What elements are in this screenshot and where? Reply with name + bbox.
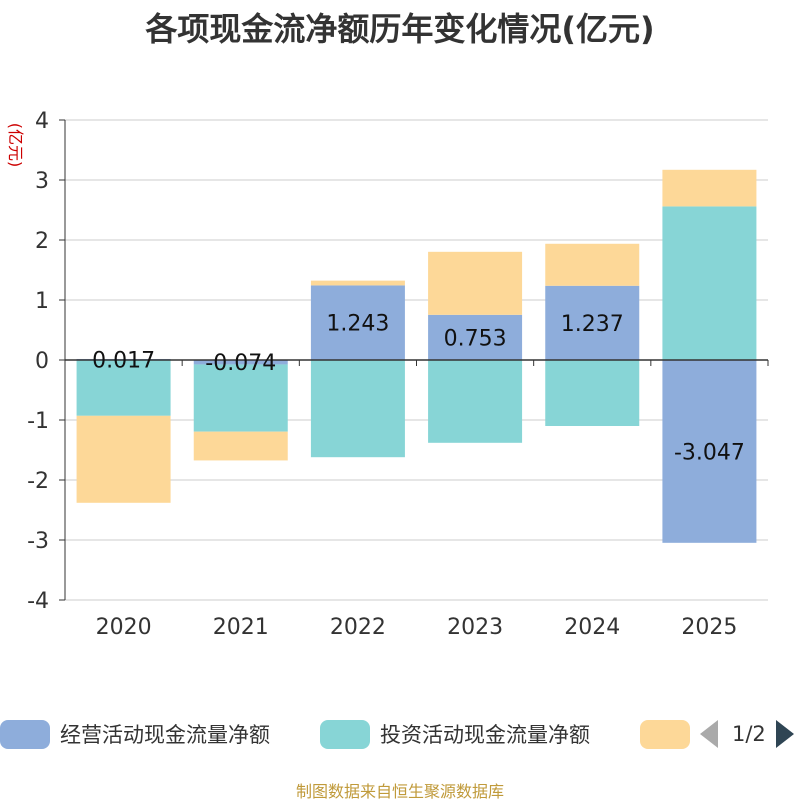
x-tick-label-2020: 2020 xyxy=(96,615,152,640)
bar-s1-2020 xyxy=(76,360,171,416)
y-tick-label: -3 xyxy=(27,529,49,554)
bar-s1-2021 xyxy=(193,364,288,432)
y-axis-label: (亿元) xyxy=(6,123,25,168)
legend-label-operating: 经营活动现金流量净额 xyxy=(60,723,270,747)
bar-s2-2023 xyxy=(428,251,523,315)
legend-prev-page-icon[interactable] xyxy=(700,720,718,748)
data-label-2020: 0.017 xyxy=(92,348,155,373)
source-note: 制图数据来自恒生聚源数据库 xyxy=(295,782,504,801)
y-tick-label: -4 xyxy=(27,589,49,614)
legend-swatch-financing xyxy=(640,719,690,749)
y-tick-label: -1 xyxy=(27,409,49,434)
legend-item-financing[interactable] xyxy=(640,714,690,754)
y-tick-label: 1 xyxy=(35,289,49,314)
legend-swatch-operating xyxy=(0,719,50,749)
x-tick-label-2024: 2024 xyxy=(564,615,620,640)
bar-s2-2020 xyxy=(76,415,171,503)
data-label-2022: 1.243 xyxy=(326,312,389,337)
x-tick-label-2022: 2022 xyxy=(330,615,386,640)
bar-s2-2024 xyxy=(545,243,640,286)
bar-s0-2021 xyxy=(193,360,288,365)
legend-pager: 1/2 xyxy=(700,714,794,754)
y-tick-label: 2 xyxy=(35,229,49,254)
bar-s1-2024 xyxy=(545,360,640,426)
data-label-2023: 0.753 xyxy=(444,326,507,351)
legend-swatch-investing xyxy=(320,719,370,749)
legend-label-investing: 投资活动现金流量净额 xyxy=(380,723,590,747)
chart-title: 各项现金流净额历年变化情况(亿元) xyxy=(145,10,655,48)
bar-s0-2025 xyxy=(662,360,757,543)
bar-chart: 4 3 2 1 0 -1 -2 -3 -4 (亿元) 2020 2021 2022 2023 2024 202… xyxy=(6,109,769,640)
bar-s1-2023 xyxy=(428,360,523,443)
x-tick-label-2025: 2025 xyxy=(681,615,737,640)
data-label-2025: -3.047 xyxy=(674,440,745,465)
y-tick-label: 0 xyxy=(35,349,49,374)
bar-s1-2022 xyxy=(310,360,405,458)
bar-s2-2022 xyxy=(310,280,405,286)
data-label-2024: 1.237 xyxy=(561,312,624,337)
bar-s2-2025 xyxy=(662,169,757,207)
legend-next-page-icon[interactable] xyxy=(775,720,794,748)
bar-s2-2021 xyxy=(193,431,288,461)
y-tick-label: 4 xyxy=(35,109,49,134)
legend-item-investing[interactable]: 投资活动现金流量净额 xyxy=(320,714,590,754)
bar-s0-2024 xyxy=(545,285,640,360)
bar-s0-2023 xyxy=(428,314,523,360)
bar-s0-2022 xyxy=(310,285,405,360)
y-tick-label: 3 xyxy=(35,169,49,194)
x-tick-label-2023: 2023 xyxy=(447,615,503,640)
data-label-2021: -0.074 xyxy=(205,351,276,376)
bar-s1-2025 xyxy=(662,206,757,360)
y-tick-label: -2 xyxy=(27,469,49,494)
x-tick-label-2021: 2021 xyxy=(213,615,269,640)
legend: 经营活动现金流量净额 投资活动现金流量净额 1/2 xyxy=(0,714,800,754)
legend-item-operating[interactable]: 经营活动现金流量净额 xyxy=(0,714,270,754)
legend-page-indicator: 1/2 xyxy=(732,722,766,746)
